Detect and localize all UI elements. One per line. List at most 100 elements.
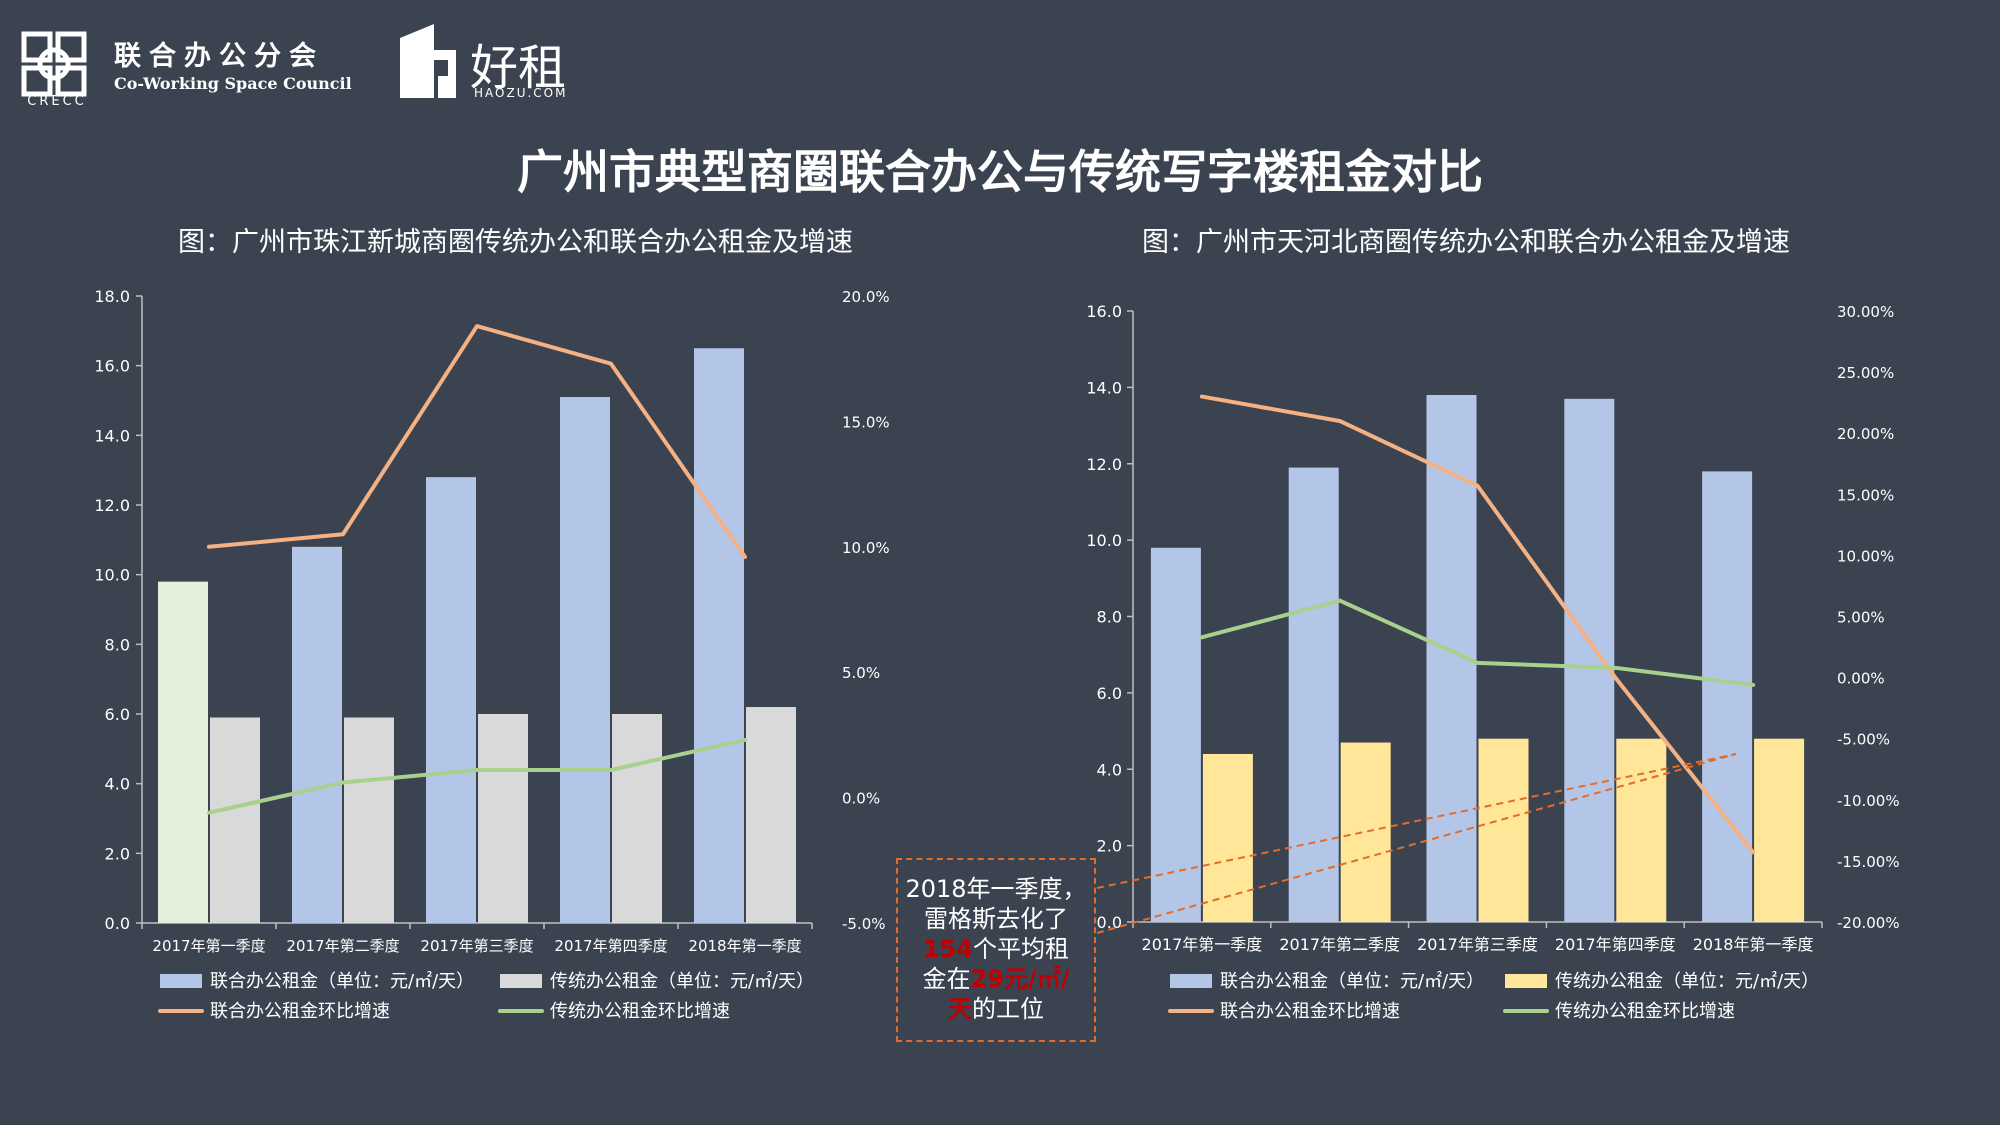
chart2-line-traditional-growth [1199,598,1756,687]
crecc-subtitle: CRECC [27,94,87,109]
chart2-bar-coworking [1702,471,1753,922]
chart2-x-tick-label: 2017年第三季度 [1417,935,1538,954]
chart1-y-tick-label: 6.0 [105,705,130,724]
chart1-bar-traditional [746,707,796,923]
chart1-bar-coworking [426,477,476,923]
chart2-bar-coworking [1150,547,1201,922]
chart1-legend-label: 传统办公租金（单位：元/㎡/天） [550,970,814,992]
haozu-logo-icon [400,24,456,98]
chart2-y2-tick-label: 0.00% [1837,670,1885,688]
chart1-bar-coworking [158,581,208,923]
annotation-price-unit: 天 [948,995,972,1023]
chart1-y-tick-label: 0.0 [105,914,130,933]
annotation-line-4: 金在 [922,965,971,993]
chart1-x-tick-label: 2017年第二季度 [286,937,399,955]
chart2-bar-traditional [1340,742,1391,922]
chart2-legend-label: 传统办公租金（单位：元/㎡/天） [1555,970,1819,992]
chart1-y-tick-label: 4.0 [105,775,130,794]
chart1-bar-traditional [344,717,394,923]
chart2-legend-swatch [1505,974,1547,988]
chart1-bar-coworking [560,397,610,923]
chart2-y-tick-label: 14.0 [1086,378,1122,397]
chart2-y-tick-label: 12.0 [1086,455,1122,474]
chart2-legend-swatch [1170,974,1212,988]
chart1-y2-tick-label: 0.0% [842,790,880,808]
chart2-y2-tick-label: 15.00% [1837,486,1894,504]
chart1-x-tick-label: 2017年第一季度 [152,937,265,955]
chart2-bar-traditional [1478,738,1529,922]
chart1-y2-tick-label: 10.0% [842,539,890,557]
callout-connector-line [1096,753,1737,934]
chart1-y2-tick-label: -5.0% [842,915,886,933]
chart1-line-coworking-growth [207,324,747,559]
chart2-y2-tick-label: 5.00% [1837,609,1885,627]
chart1-legend-label: 传统办公租金环比增速 [550,1001,730,1022]
chart2-y-tick-label: 8.0 [1097,608,1122,627]
annotation-count: 154 [922,935,974,963]
chart2-legend-label: 联合办公租金（单位：元/㎡/天） [1220,970,1484,992]
chart1-y-tick-label: 14.0 [94,426,130,445]
chart2-x-tick-label: 2017年第一季度 [1142,935,1263,954]
chart1-y-tick-label: 8.0 [105,635,130,654]
chart2-y-tick-label: 2.0 [1097,837,1122,856]
chart2-y2-tick-label: -15.00% [1837,853,1900,871]
chart2-bar-coworking [1288,467,1339,922]
chart1-y-tick-label: 12.0 [94,496,130,515]
annotation-line-5: 的工位 [972,995,1044,1023]
chart2-y2-tick-label: 30.00% [1837,303,1894,321]
chart2-line-coworking-growth [1199,394,1756,855]
chart1-bar-coworking [292,546,342,923]
chart1-y2-tick-label: 15.0% [842,413,890,431]
chart2-y-tick-label: 4.0 [1097,760,1122,779]
chart2-bar-traditional [1202,753,1253,922]
chart1-y-tick-label: 16.0 [94,357,130,376]
chart2-legend-label: 联合办公租金环比增速 [1220,1001,1400,1022]
chart1-y2-tick-label: 20.0% [842,288,890,306]
chart-title-right: 图：广州市天河北商圈传统办公和联合办公租金及增速 [1142,227,1790,258]
chart2-y2-tick-label: 20.00% [1837,425,1894,443]
chart1-x-tick-label: 2017年第四季度 [554,937,667,955]
annotation-line-1: 2018年一季度， [905,875,1087,903]
header-logos: CRECC 联合办公分会 Co-Working Space Council 好租… [18,24,578,109]
crecc-logo-icon [21,31,87,97]
annotation-callout: 2018年一季度， 雷格斯去化了 154个平均租 金在29元/㎡/ 天的工位 [896,858,1096,1042]
chart2-bar-traditional [1754,738,1805,922]
chart1-y-tick-label: 10.0 [94,566,130,585]
chart1-bar-traditional [612,714,662,923]
chart1-y-tick-label: 18.0 [94,287,130,306]
council-name-cn: 联合办公分会 [114,41,324,72]
chart1-line-traditional-growth [207,737,747,815]
haozu-name-en: HAOZU.COM [474,86,568,100]
chart2-y2-tick-label: -5.00% [1837,731,1890,749]
chart2-bar-coworking [1564,398,1615,922]
annotation-line-3: 个平均租 [973,935,1070,963]
chart2-x-tick-label: 2017年第四季度 [1555,935,1676,954]
chart2-x-tick-label: 2017年第二季度 [1279,935,1400,954]
chart1-y2-tick-label: 5.0% [842,664,880,682]
chart1-x-tick-label: 2017年第三季度 [420,937,533,955]
chart1-y-tick-label: 2.0 [105,844,130,863]
annotation-line-2: 雷格斯去化了 [924,905,1068,933]
chart1-legend-swatch [160,974,202,988]
chart2-y-tick-label: 6.0 [1097,684,1122,703]
chart1-x-tick-label: 2018年第一季度 [688,937,801,955]
council-name-en: Co-Working Space Council [114,74,352,93]
annotation-price: 29元/㎡/ [970,965,1070,993]
callout-connector-line [1096,753,1737,889]
chart2-bar-traditional [1616,738,1667,922]
chart2-y2-tick-label: 25.00% [1837,364,1894,382]
chart2-legend-label: 传统办公租金环比增速 [1555,1001,1735,1022]
chart2-x-tick-label: 2018年第一季度 [1693,935,1814,954]
chart1-legend-swatch [500,974,542,988]
chart1-bar-traditional [210,717,260,923]
chart1-bar-coworking [694,348,744,923]
chart2-y-tick-label: 0.0 [1097,913,1122,932]
chart2-y2-tick-label: -20.00% [1837,914,1900,932]
chart1-legend-label: 联合办公租金环比增速 [210,1001,390,1022]
chart2-y2-tick-label: 10.00% [1837,547,1894,565]
page-title: 广州市典型商圈联合办公与传统写字楼租金对比 [517,145,1483,199]
chart2-y-tick-label: 16.0 [1086,302,1122,321]
chart2-y-tick-label: 10.0 [1086,531,1122,550]
chart-title-left: 图：广州市珠江新城商圈传统办公和联合办公租金及增速 [178,227,853,258]
